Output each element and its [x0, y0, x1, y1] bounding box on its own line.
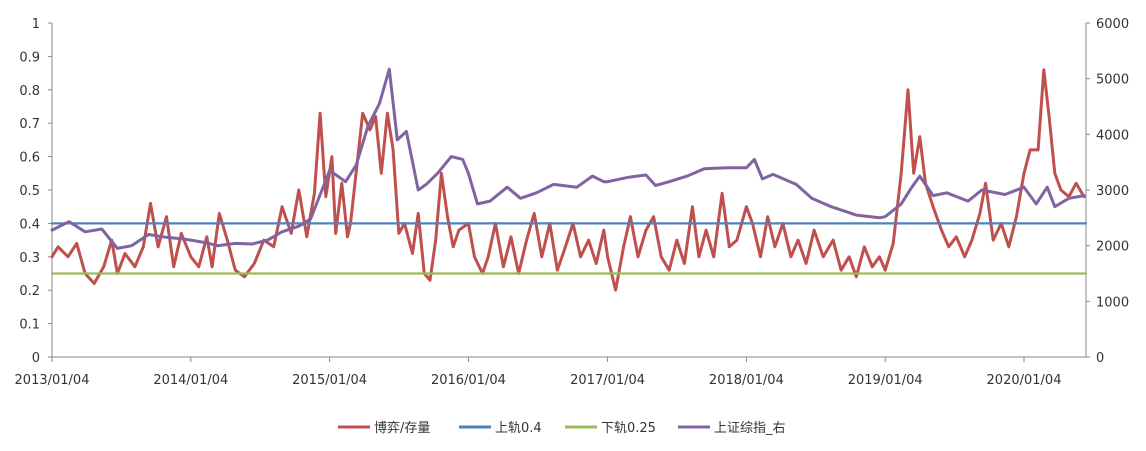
- x-tick-label: 2019/01/04: [848, 373, 923, 388]
- series-line-3: [50, 67, 1086, 250]
- y-left-tick-label: 0.5: [19, 184, 40, 199]
- y-left-tick-label: 0.8: [19, 84, 40, 99]
- x-tick-label: 2016/01/04: [431, 373, 506, 388]
- x-tick-label: 2017/01/04: [570, 373, 645, 388]
- y-left-tick-label: 0.3: [19, 251, 40, 266]
- y-right-tick-label: 1000: [1096, 295, 1129, 310]
- legend-label-3: 上证综指_右: [714, 421, 786, 436]
- x-tick-label: 2013/01/04: [15, 373, 90, 388]
- legend-label-1: 上轨0.4: [495, 421, 542, 436]
- legend-label-0: 博弈/存量: [374, 420, 430, 436]
- y-right-tick-label: 3000: [1096, 184, 1129, 199]
- y-right-tick-label: 4000: [1096, 128, 1129, 143]
- y-right-tick-label: 0: [1096, 351, 1104, 366]
- y-left-tick-label: 0.2: [19, 284, 40, 299]
- y-left-tick-label: 0.9: [19, 50, 40, 65]
- y-right-tick-label: 6000: [1096, 17, 1129, 32]
- x-tick-label: 2014/01/04: [153, 373, 228, 388]
- y-left-tick-label: 0.7: [19, 117, 40, 132]
- y-right-tick-label: 2000: [1096, 240, 1129, 255]
- x-tick-label: 2015/01/04: [292, 373, 367, 388]
- legend-label-2: 下轨0.25: [601, 421, 656, 436]
- series-line-0: [50, 68, 1086, 292]
- y-left-tick-label: 1: [32, 17, 40, 32]
- x-tick-label: 2018/01/04: [709, 373, 784, 388]
- y-left-tick-label: 0.1: [19, 318, 40, 333]
- y-left-tick-label: 0: [32, 351, 40, 366]
- y-right-tick-label: 5000: [1096, 73, 1129, 88]
- y-left-tick-label: 0.6: [19, 151, 40, 166]
- y-left-tick-label: 0.4: [19, 217, 40, 232]
- x-tick-label: 2020/01/04: [987, 373, 1062, 388]
